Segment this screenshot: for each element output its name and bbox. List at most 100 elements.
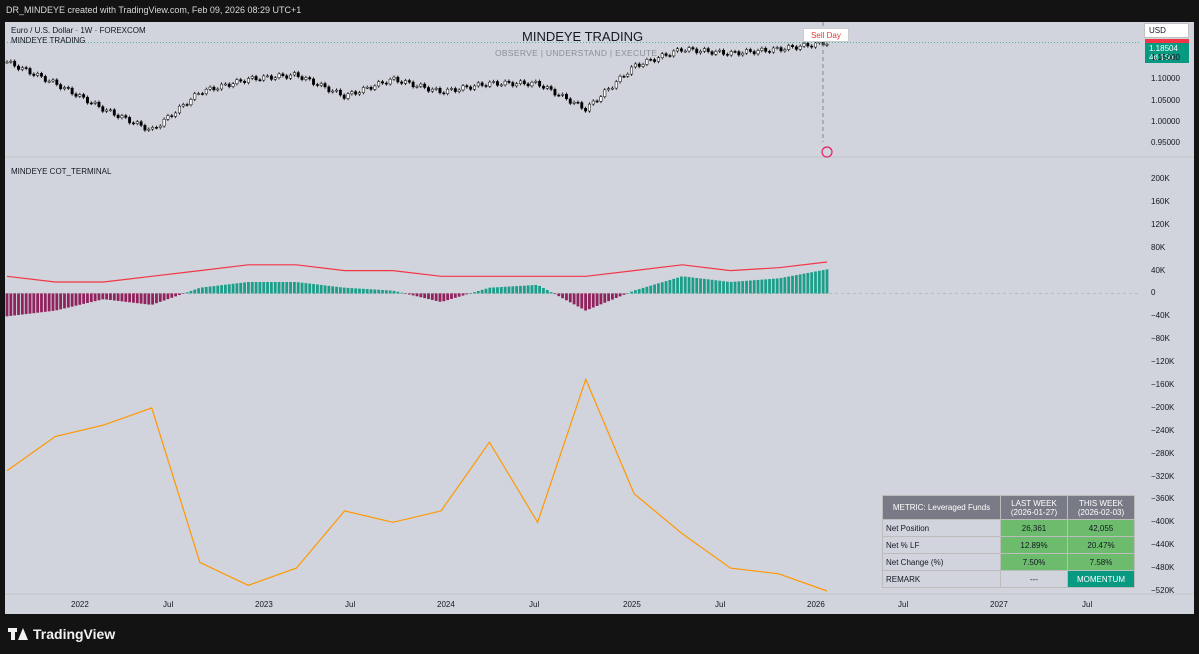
cot-histogram-bar — [561, 293, 565, 299]
cot-histogram-bar — [392, 290, 396, 294]
price-candle — [266, 75, 270, 78]
currency-button[interactable]: USD — [1144, 23, 1189, 38]
cot-histogram-bar — [292, 282, 296, 294]
price-candle — [139, 121, 143, 126]
tradingview-logo[interactable]: TradingView — [8, 626, 115, 642]
cot-histogram-bar — [722, 281, 725, 294]
cot-axis-label: −480K — [1151, 563, 1175, 573]
cot-histogram-bar — [687, 277, 691, 294]
cot-histogram-bar — [568, 293, 572, 303]
cot-histogram-bar — [427, 293, 430, 300]
price-candle — [610, 87, 614, 90]
cot-histogram-bar — [791, 275, 794, 294]
cot-histogram-bar — [580, 293, 584, 309]
price-candle — [783, 49, 787, 52]
cot-histogram-bar — [300, 282, 304, 294]
price-candle — [679, 48, 683, 52]
price-candle — [373, 85, 377, 90]
symbol-label[interactable]: Euro / U.S. Dollar · 1W · FOREXCOM — [11, 26, 146, 35]
cot-histogram-bar — [197, 288, 200, 294]
price-candle — [323, 83, 327, 88]
cot-histogram-bar — [220, 285, 223, 294]
cot-histogram-bar — [201, 287, 204, 294]
price-candle — [756, 50, 760, 55]
price-candle — [112, 109, 116, 116]
price-candle — [764, 47, 768, 52]
sell-day-label: Sell Day — [803, 28, 849, 42]
cot-histogram-bar — [519, 285, 522, 294]
price-candle — [128, 117, 132, 124]
cot-histogram-bar — [109, 293, 112, 300]
price-candle — [515, 83, 519, 87]
cot-axis-label: 200K — [1151, 174, 1170, 183]
time-axis-label: Jul — [529, 600, 540, 609]
cot-histogram-bar — [97, 293, 101, 301]
cot-histogram-bar — [657, 283, 660, 294]
cot-histogram-bar — [473, 292, 476, 294]
cot-table: METRIC: Leveraged Funds LAST WEEK (2026-0… — [882, 495, 1135, 588]
price-candle — [216, 88, 220, 91]
cot-histogram-bar — [664, 281, 668, 294]
indicator-label[interactable]: MINDEYE TRADING — [11, 36, 86, 45]
price-candle — [9, 60, 13, 63]
cot-histogram-bar — [423, 293, 427, 299]
price-candle — [40, 73, 43, 77]
cot-histogram-bar — [120, 293, 124, 302]
chart-frame[interactable]: Euro / U.S. Dollar · 1W · FOREXCOM MINDE… — [5, 22, 1194, 614]
cot-histogram-bar — [599, 293, 603, 305]
cot-histogram-bar — [143, 293, 147, 305]
price-candle — [798, 45, 802, 50]
cot-histogram-bar — [63, 293, 66, 309]
cot-histogram-bar — [235, 283, 239, 294]
cot-histogram-bar — [534, 284, 538, 294]
table-cell: 7.50% — [1000, 553, 1068, 571]
chart-svg[interactable] — [5, 22, 1194, 614]
price-candle — [568, 98, 572, 104]
cot-pane-label[interactable]: MINDEYE COT_TERMINAL — [11, 167, 112, 176]
cot-histogram-bar — [40, 293, 43, 313]
price-candle — [82, 94, 86, 98]
price-candle — [281, 73, 285, 76]
cot-histogram-bar — [450, 293, 453, 299]
cot-histogram-bar — [381, 289, 384, 294]
cot-histogram-bar — [338, 287, 342, 294]
cot-histogram-bar — [572, 293, 576, 305]
table-row-label: Net Change (%) — [882, 553, 1001, 571]
price-candle — [354, 91, 358, 95]
cot-histogram-bar — [725, 281, 729, 294]
cot-histogram-bar — [358, 288, 361, 294]
price-candle — [338, 89, 342, 96]
price-candle — [741, 52, 745, 56]
price-candle — [415, 86, 419, 88]
price-candle — [603, 89, 607, 97]
price-candle — [312, 78, 315, 85]
time-axis-label: Jul — [345, 600, 356, 609]
cot-red-line — [6, 261, 828, 283]
price-candle — [246, 78, 250, 83]
cot-histogram-bar — [641, 287, 645, 294]
cot-histogram-bar — [388, 290, 392, 294]
price-candle — [404, 80, 407, 84]
time-axis-label: Jul — [163, 600, 174, 609]
cot-histogram-bar — [132, 293, 135, 303]
cot-histogram-bar — [419, 293, 423, 298]
cot-histogram-bar — [411, 293, 415, 296]
cot-histogram-bar — [507, 286, 511, 294]
cot-histogram-bar — [595, 293, 599, 306]
cot-histogram-bar — [775, 278, 779, 294]
price-candle — [74, 93, 78, 97]
price-candle — [200, 93, 204, 95]
cot-histogram-bar — [679, 276, 683, 294]
cot-histogram-bar — [216, 285, 220, 294]
cot-histogram-bar — [185, 292, 189, 294]
cot-histogram-bar — [825, 269, 829, 294]
cot-histogram-bar — [453, 293, 457, 298]
price-candle — [212, 86, 216, 91]
cot-histogram-bar — [699, 278, 702, 294]
cot-histogram-bar — [484, 288, 488, 294]
cot-histogram-bar — [634, 290, 637, 294]
price-candle — [124, 115, 128, 118]
table-row-label: REMARK — [882, 570, 1001, 588]
cot-histogram-bar — [266, 282, 269, 294]
price-candle — [327, 86, 331, 93]
